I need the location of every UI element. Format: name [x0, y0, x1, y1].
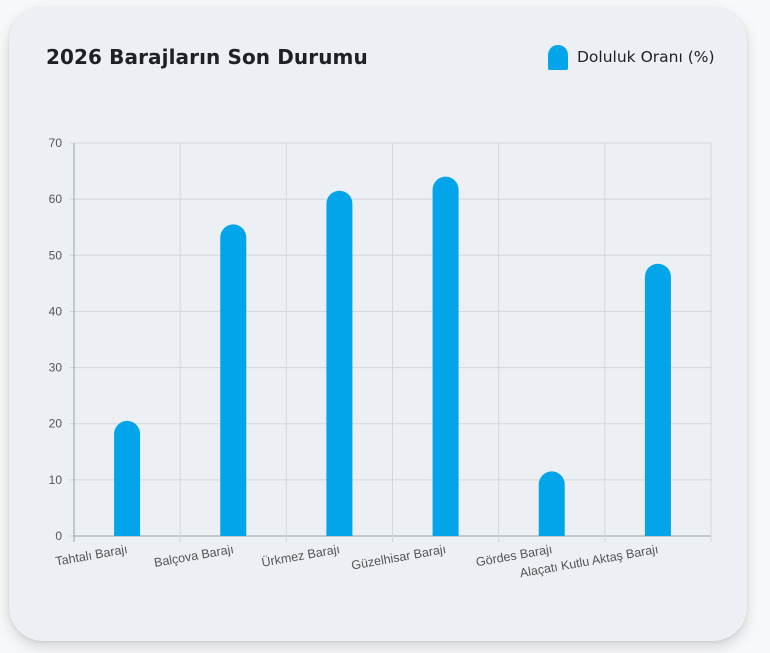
y-tick-label: 10 — [49, 473, 63, 487]
legend-label: Doluluk Oranı (%) — [577, 48, 715, 66]
y-tick-label: 60 — [49, 192, 63, 206]
bar — [538, 471, 565, 536]
bar — [644, 263, 671, 536]
chart-legend[interactable]: Doluluk Oranı (%) — [548, 44, 715, 70]
x-tick-label: Ürkmez Barajı — [261, 542, 341, 570]
bar — [114, 420, 141, 536]
y-tick-label: 40 — [49, 304, 63, 318]
chart-title: 2026 Barajların Son Durumu — [46, 45, 368, 69]
y-tick-label: 20 — [49, 417, 63, 431]
x-tick-label: Tahtalı Barajı — [54, 542, 128, 568]
y-tick-label: 30 — [49, 361, 63, 375]
legend-swatch-icon — [548, 44, 568, 70]
bar — [432, 176, 459, 536]
y-tick-label: 50 — [49, 248, 63, 262]
x-tick-label: Güzelhisar Barajı — [350, 542, 447, 572]
bar — [326, 190, 353, 537]
y-tick-label: 0 — [55, 529, 62, 543]
x-tick-label: Balçova Barajı — [153, 542, 235, 570]
bar — [220, 224, 247, 536]
y-tick-label: 70 — [49, 136, 63, 150]
